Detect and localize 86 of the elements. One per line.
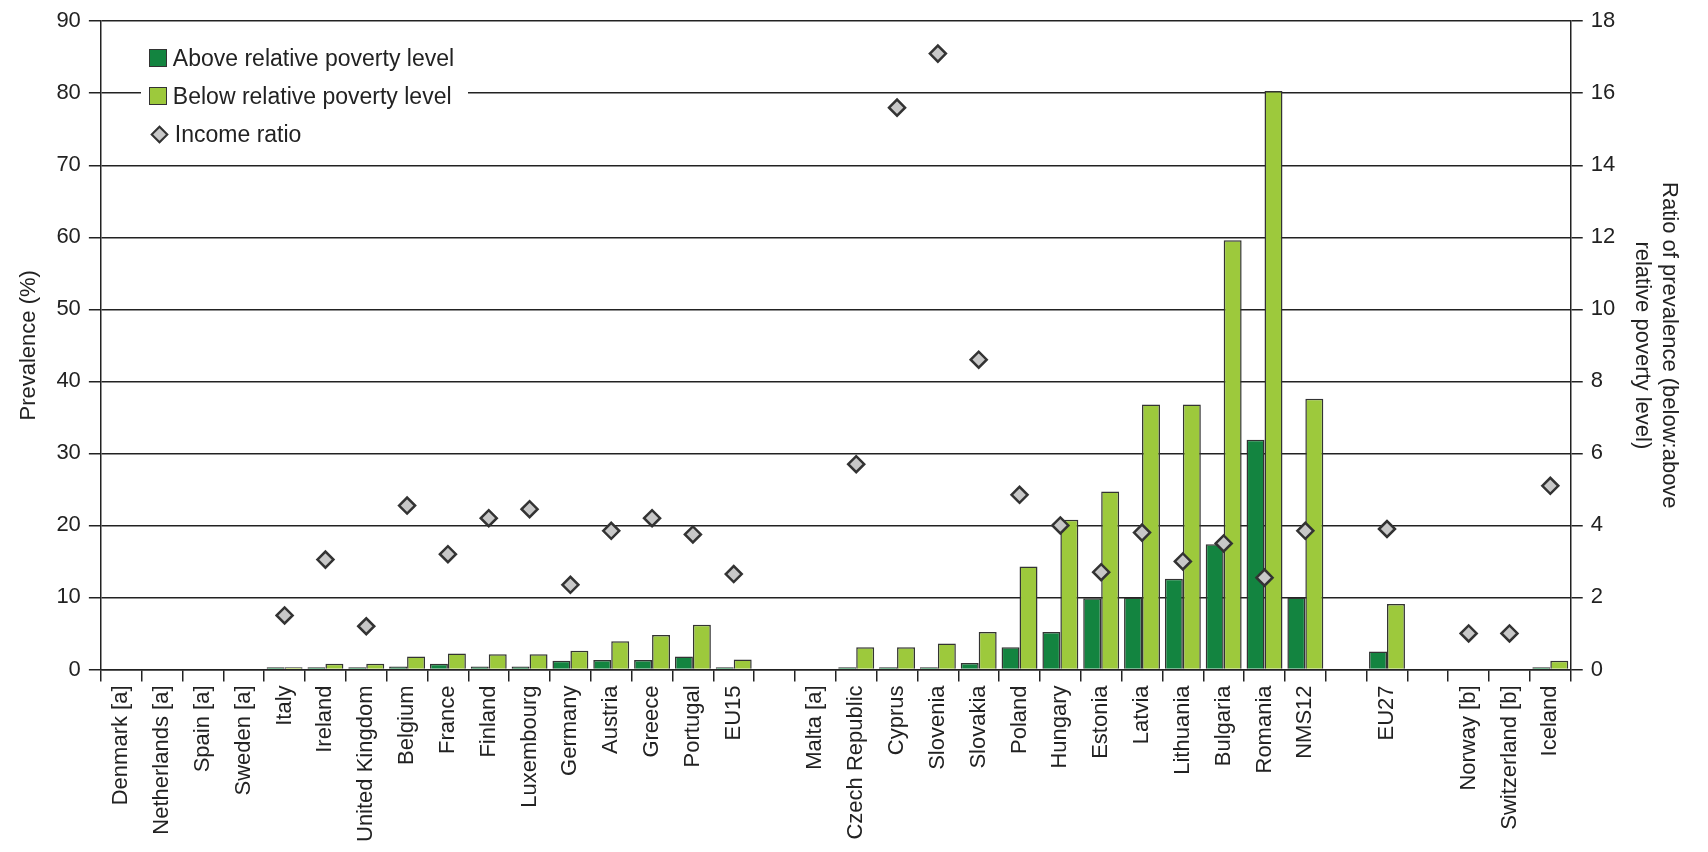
x-tick-label: Belgium — [393, 685, 419, 765]
point — [1459, 624, 1478, 643]
y2-tick-label: 12 — [1590, 223, 1616, 249]
y-tick-label: 80 — [56, 79, 81, 105]
y2-tick-label: 14 — [1590, 151, 1616, 177]
y2-tick-label: 0 — [1590, 655, 1603, 681]
x-tick-label: Greece — [638, 685, 664, 758]
point — [683, 525, 703, 544]
legend-label: Below relative poverty level — [172, 82, 452, 110]
x-tick-label: Hungary — [1046, 685, 1072, 769]
x-tick-label: Luxembourg — [515, 685, 541, 808]
y2-axis-title: Ratio of prevalence (below:above relative poverty level) — [1631, 182, 1683, 509]
point — [1377, 519, 1397, 539]
x-tick-label: Bulgaria — [1209, 684, 1235, 767]
point — [479, 508, 498, 528]
point — [1132, 523, 1152, 542]
x-tick-label: Latvia — [1128, 684, 1154, 745]
y-tick-label: 10 — [56, 583, 81, 609]
y-tick-label: 0 — [68, 655, 81, 681]
x-tick-label: Slovakia — [964, 684, 990, 769]
y2-tick-label: 4 — [1590, 511, 1603, 537]
x-tick-label: Denmark [a] — [107, 685, 133, 806]
point — [887, 98, 907, 117]
x-tick-label: Italy — [270, 685, 296, 726]
x-tick-label: Poland — [1005, 685, 1031, 754]
y2-tick-label: 2 — [1590, 583, 1603, 609]
x-tick-label: Austria — [597, 684, 623, 754]
legend-label: Above relative poverty level — [172, 44, 455, 72]
y-axis-title: Prevalence (%) — [15, 270, 41, 421]
x-tick-label: Czech Republic — [842, 685, 868, 840]
x-tick-label: Estonia — [1087, 684, 1113, 759]
x-tick-label: Spain [a] — [189, 685, 215, 773]
point — [357, 617, 376, 636]
y-tick-label: 40 — [56, 367, 81, 393]
x-tick-label: France — [433, 685, 459, 754]
point — [1010, 485, 1029, 505]
x-tick-label: NMS12 — [1291, 685, 1317, 759]
point — [1255, 568, 1274, 587]
point — [561, 575, 580, 595]
point — [1051, 516, 1070, 535]
x-tick-label: Switzerland [b] — [1495, 685, 1521, 830]
x-tick-label: Slovenia — [923, 684, 949, 770]
point — [1500, 624, 1519, 643]
x-tick-label: Finland — [474, 685, 500, 758]
y2-tick-label: 6 — [1590, 439, 1603, 465]
point — [724, 564, 743, 584]
x-tick-label: Malta [a] — [801, 685, 827, 770]
y2-tick-label: 18 — [1590, 7, 1616, 33]
x-tick-label: Norway [b] — [1454, 685, 1480, 791]
y2-tick-label: 8 — [1590, 367, 1603, 393]
y-tick-label: 60 — [56, 223, 81, 249]
y-tick-label: 30 — [56, 439, 81, 465]
x-tick-label: EU27 — [1373, 685, 1399, 741]
y-tick-label: 90 — [56, 7, 81, 33]
y-tick-label: 70 — [56, 151, 81, 177]
point — [520, 499, 539, 519]
point — [642, 508, 662, 528]
point — [928, 44, 948, 63]
point — [316, 550, 335, 569]
point — [1173, 552, 1193, 571]
point — [397, 496, 417, 515]
x-tick-label: Sweden [a] — [229, 685, 255, 796]
point — [1296, 521, 1315, 541]
point — [969, 350, 988, 369]
point — [846, 454, 866, 474]
point — [275, 606, 294, 625]
x-tick-label: United Kingdom — [352, 685, 378, 843]
x-tick-label: Portugal — [678, 685, 704, 768]
x-tick-label: Iceland — [1536, 685, 1562, 757]
point — [438, 544, 458, 564]
x-tick-label: Netherlands [a] — [148, 685, 174, 835]
x-tick-label: EU15 — [719, 685, 745, 741]
x-tick-label: Germany — [556, 685, 582, 776]
x-tick-label: Ireland — [311, 685, 337, 753]
x-tick-label: Lithuania — [1168, 684, 1194, 775]
y2-tick-label: 10 — [1590, 295, 1616, 321]
point — [1214, 534, 1233, 553]
y2-tick-label: 16 — [1590, 79, 1616, 105]
point — [1091, 562, 1111, 582]
y-tick-label: 50 — [56, 295, 81, 321]
x-tick-label: Romania — [1250, 684, 1276, 774]
point — [601, 521, 621, 541]
point — [1541, 476, 1560, 496]
legend-label: Income ratio — [174, 120, 302, 148]
y-tick-label: 20 — [56, 511, 81, 537]
x-tick-label: Cyprus — [883, 685, 909, 756]
